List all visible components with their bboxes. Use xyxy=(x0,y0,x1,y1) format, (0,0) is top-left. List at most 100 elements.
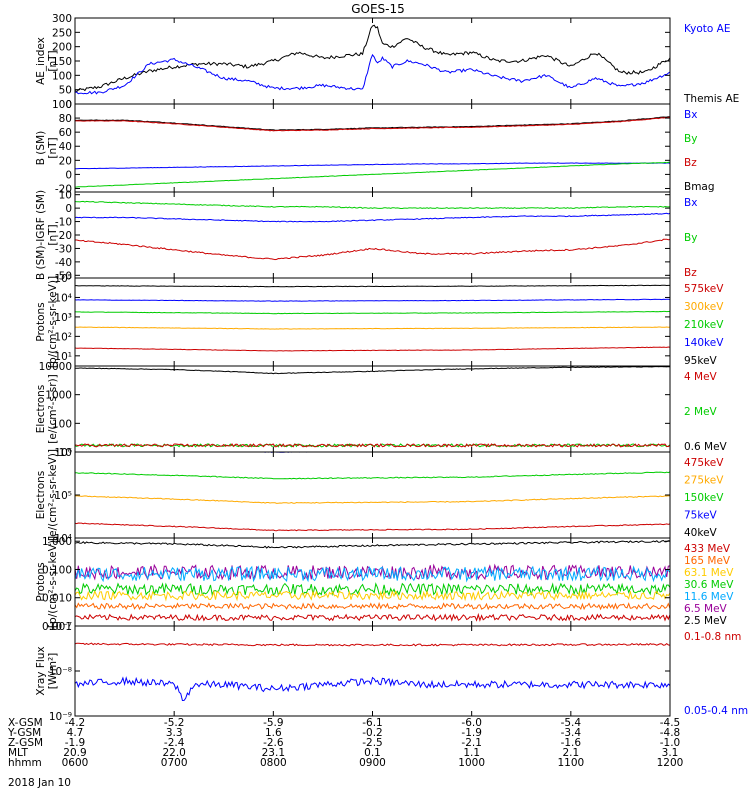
legend-entry: 433 MeV xyxy=(684,543,731,555)
orbit-value: -1.0 xyxy=(660,737,681,749)
legend-entry: 475keV xyxy=(684,457,724,469)
y-tick-label: 20 xyxy=(59,155,72,167)
legend-entry: 575keV xyxy=(684,283,724,295)
y-tick-label: 10 xyxy=(59,447,72,459)
series-line-bsm-3 xyxy=(75,161,670,188)
legend-entry: 165 MeV xyxy=(684,555,731,567)
legend-entry: 275keV xyxy=(684,475,724,487)
panel-bmi: -50-40 -30-20-10 010 B (SM)-IGRF (SM) [nT] Bx… xyxy=(35,190,697,283)
legend-entry: 75keV xyxy=(684,510,718,522)
series-line-protons_mev-6 xyxy=(75,612,670,622)
orbit-value: -5.4 xyxy=(561,717,582,729)
y-axis-label: [nT] xyxy=(47,50,59,71)
y-axis-label: [W/m²] xyxy=(47,653,59,690)
y-axis-label: [nT] xyxy=(47,137,59,158)
series-line-bsm-2 xyxy=(75,162,670,170)
orbit-row-label: MLT xyxy=(8,747,28,759)
legend-entry: 30.6 MeV xyxy=(684,579,734,591)
series-line-bmi-1 xyxy=(75,212,670,223)
y-tick-label: 100 xyxy=(52,70,72,82)
series-line-ae-1 xyxy=(75,53,670,95)
series-line-bmi-0 xyxy=(75,200,670,210)
legend-entry: 6.5 MeV xyxy=(684,603,728,615)
y-tick-label: -20 xyxy=(55,183,72,195)
legend-entry: Bx xyxy=(684,109,697,121)
legend-entry: 4 MeV xyxy=(684,371,718,383)
orbit-value: 0900 xyxy=(359,757,386,769)
orbit-value: 0600 xyxy=(62,757,89,769)
orbit-value: 4.7 xyxy=(67,727,84,739)
legend-entry: By xyxy=(684,232,697,244)
orbit-value: 3.3 xyxy=(166,727,183,739)
legend-entry: 140keV xyxy=(684,337,724,349)
orbit-value: 23.1 xyxy=(262,747,285,759)
y-axis-label: [nT] xyxy=(47,224,59,245)
orbit-value: -6.1 xyxy=(362,717,383,729)
legend-entry: 2.5 MeV xyxy=(684,615,728,627)
y-tick-label: 10⁻⁸ xyxy=(49,666,72,678)
orbit-value: -2.1 xyxy=(461,737,482,749)
orbit-value: -1.9 xyxy=(461,727,482,739)
panel-frame xyxy=(74,625,671,717)
orbit-value: -1.9 xyxy=(65,737,86,749)
y-tick-label: 100 xyxy=(52,99,72,111)
y-tick-label: 10⁻⁹ xyxy=(49,711,72,723)
legend-entry: Bz xyxy=(684,157,697,169)
panel-ae: 0 50 100 150 200 250 300 AE_index [nT] Kyoto AE Th… xyxy=(35,13,739,111)
y-tick-label: 10000 xyxy=(39,361,72,373)
orbit-value: -0.2 xyxy=(362,727,383,739)
panel-frame xyxy=(74,365,671,453)
y-axis-label: [e/(cm²-s-sr-keV)] xyxy=(47,449,59,541)
y-tick-label: 50 xyxy=(59,85,72,97)
series-line-protons_kev-1 xyxy=(75,298,670,302)
series-line-protons_mev-4 xyxy=(75,589,670,602)
y-tick-label: 60 xyxy=(59,127,72,139)
y-axis-label: Xray Flux xyxy=(35,646,47,695)
series-line-electrons_mev-1 xyxy=(75,443,670,448)
orbit-value: 20.9 xyxy=(63,747,86,759)
y-tick-label: 10⁴ xyxy=(54,533,72,545)
panel-electrons_mev: 10 100 1000 10000 Electrons [e/(cm²-s-sr)] 4 M… xyxy=(35,361,728,459)
y-tick-label: 10¹ xyxy=(54,351,72,363)
orbit-value: -6.0 xyxy=(461,717,482,729)
series-line-bmi-2 xyxy=(75,238,670,261)
orbit-value: -5.9 xyxy=(263,717,284,729)
y-tick-label: 10 xyxy=(59,190,72,202)
legend-entry: Bz xyxy=(684,267,697,279)
series-line-electrons_kev-3 xyxy=(75,495,670,504)
orbit-value: -5.2 xyxy=(164,717,185,729)
y-tick-label: 10³ xyxy=(54,312,72,324)
y-tick-label: 0.001 xyxy=(42,621,72,633)
orbit-table: X-GSM -4.2 -5.2 -5.9 -6.1 -6.0 -5.4 -4.5 Y-GSM 4.… xyxy=(7,717,683,769)
panel-protons_kev: 10¹ 10² 10³ 10⁴ 10⁵ Protons [p/(cm²-s-sr-keV)]… xyxy=(35,273,724,368)
y-tick-label: 0.100 xyxy=(42,564,72,576)
legend-entry: 0.6 MeV xyxy=(684,441,728,453)
y-tick-label: 0 xyxy=(65,99,72,111)
legend-entry: 0.05-0.4 nm xyxy=(684,705,748,717)
y-tick-label: 1000 xyxy=(45,390,72,402)
y-tick-label: 1.000 xyxy=(42,536,72,548)
y-tick-label: 10⁵ xyxy=(54,490,72,502)
series-line-ae-0 xyxy=(75,24,670,93)
y-tick-label: 10⁵ xyxy=(54,273,72,285)
legend-entry: 95keV xyxy=(684,355,718,367)
y-tick-label: 10⁴ xyxy=(54,292,72,304)
orbit-value: 1000 xyxy=(458,757,485,769)
y-axis-label: Electrons xyxy=(35,471,47,520)
orbit-row-label: hhmm xyxy=(8,757,42,769)
series-line-xray-1 xyxy=(75,676,670,702)
panel-frame xyxy=(74,537,671,627)
y-tick-label: 0 xyxy=(65,203,72,215)
panel-protons_mev: 0.001 0.010 0.100 1.000 Protons [p/(cm²-s-sr-… xyxy=(35,536,734,633)
orbit-value: 22.0 xyxy=(162,747,185,759)
y-tick-label: 10⁶ xyxy=(54,447,72,459)
orbit-value: -1.6 xyxy=(561,737,582,749)
orbit-value: 1200 xyxy=(657,757,684,769)
legend-entry: Kyoto AE xyxy=(684,23,730,35)
y-tick-label: 100 xyxy=(52,418,72,430)
legend-entry: 11.6 MeV xyxy=(684,591,734,603)
y-tick-label: 200 xyxy=(52,42,72,54)
panel-frame xyxy=(74,191,671,279)
series-line-electrons_kev-2 xyxy=(75,471,670,480)
